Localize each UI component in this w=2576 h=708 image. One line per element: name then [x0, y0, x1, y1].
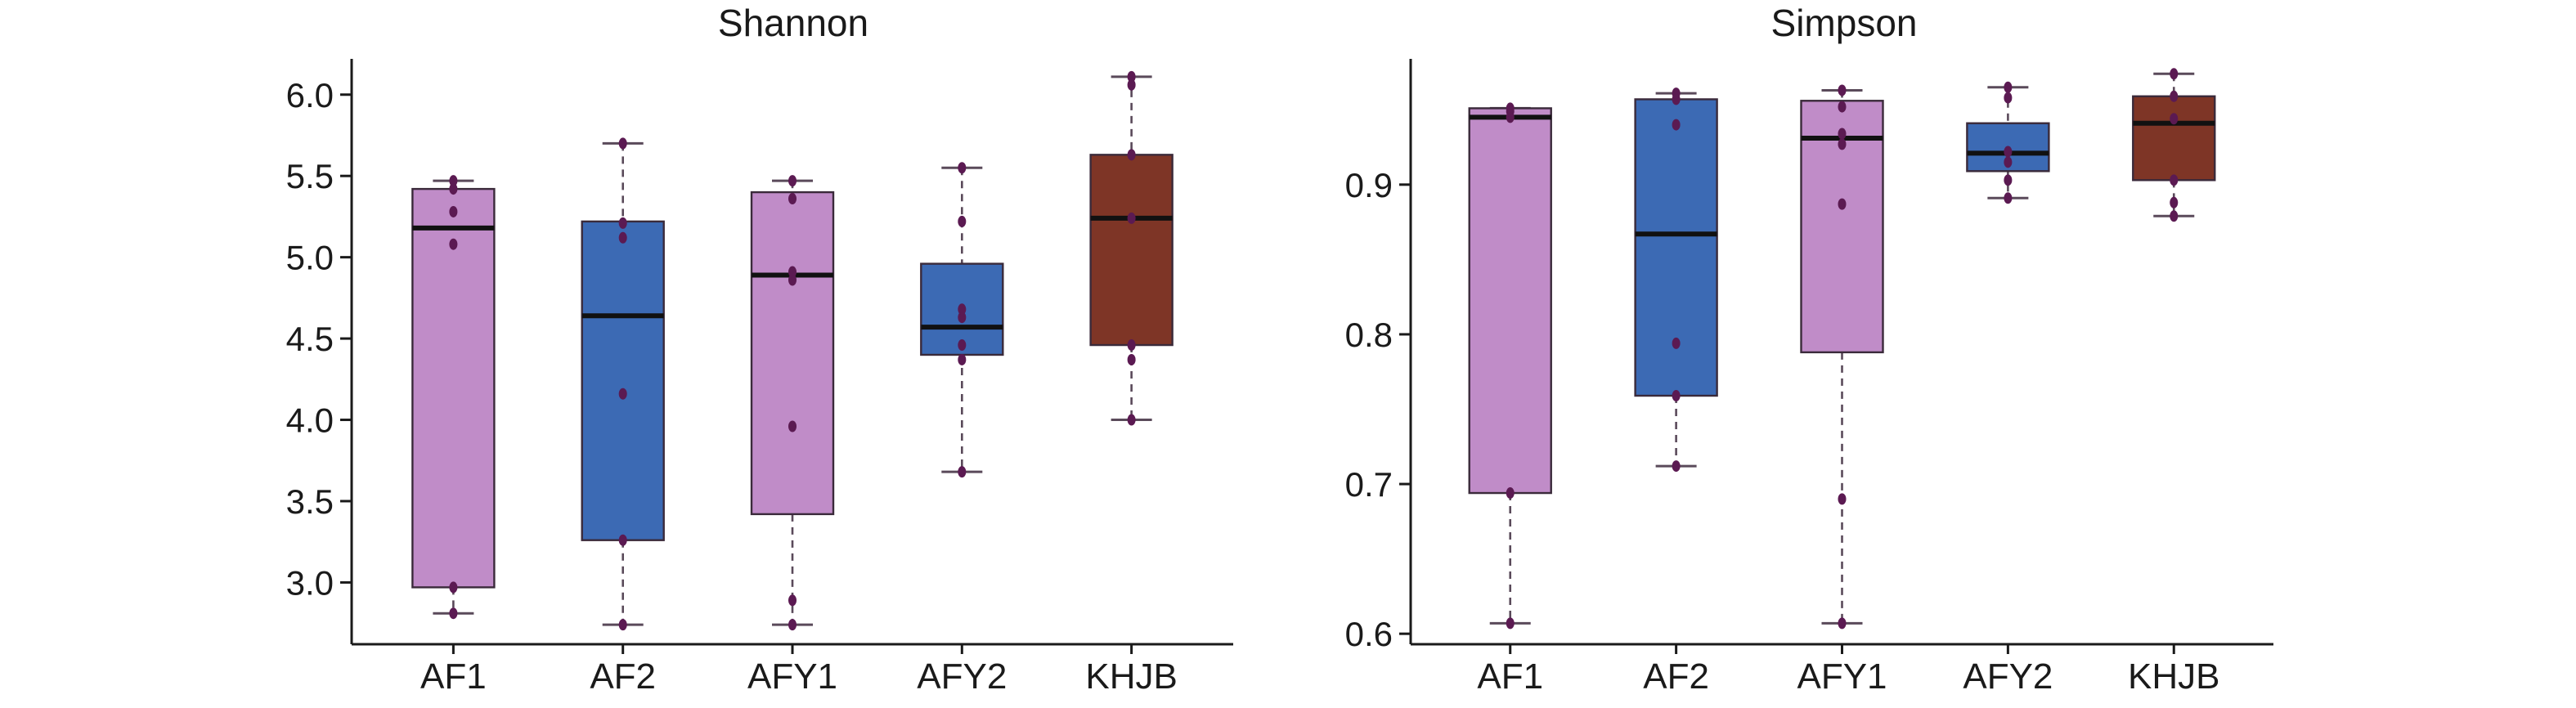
- shannon-khjb-point: [1127, 70, 1136, 83]
- simpson-khjb-point: [2170, 113, 2179, 125]
- shannon-afy1-point: [788, 594, 797, 607]
- shannon-af1-point: [449, 238, 458, 250]
- simpson-afy1-point: [1838, 84, 1847, 96]
- shannon-af2-box: [581, 220, 665, 541]
- shannon-khjb-point: [1127, 212, 1136, 224]
- simpson-afy1-point: [1838, 198, 1847, 210]
- shannon-afy1-point: [788, 193, 797, 205]
- shannon-y-tick-label: 3.0: [286, 563, 334, 602]
- simpson-afy2-point: [2004, 192, 2013, 204]
- simpson-afy2-point: [2004, 92, 2013, 104]
- shannon-panel: Shannon 3.0 3.5 4.0 4.5 5.0 5.5 6.0 AF1 AF2 AFY1 A…: [286, 2, 1233, 697]
- shannon-afy1-point: [788, 266, 797, 278]
- shannon-afy1-point: [788, 619, 797, 631]
- shannon-afy2-point: [958, 215, 967, 227]
- simpson-khjb-point: [2170, 174, 2179, 186]
- simpson-af2-point: [1672, 460, 1681, 473]
- simpson-afy1-point: [1838, 617, 1847, 630]
- shannon-y-tick-label: 4.5: [286, 320, 334, 358]
- shannon-af1-point: [449, 581, 458, 594]
- shannon-afy1-point: [788, 274, 797, 286]
- simpson-af2-point: [1672, 390, 1681, 402]
- shannon-afy1-point: [788, 420, 797, 432]
- shannon-x-tick-label: KHJB: [1085, 656, 1177, 697]
- simpson-chart-title: Simpson: [1771, 2, 1918, 44]
- shannon-x-tick-label: AFY1: [747, 656, 837, 697]
- shannon-x-tick-label: AF1: [420, 656, 487, 697]
- simpson-y-tick-label: 0.8: [1345, 316, 1393, 354]
- shannon-khjb-point: [1127, 339, 1136, 352]
- simpson-x-tick-label: AF1: [1477, 656, 1543, 697]
- simpson-y-tick-label: 0.7: [1345, 465, 1393, 504]
- shannon-af2-point: [618, 231, 627, 244]
- shannon-y-tick-label: 5.0: [286, 239, 334, 277]
- simpson-x-tick-label: AF2: [1643, 656, 1709, 697]
- simpson-af1-point: [1506, 487, 1515, 500]
- shannon-y-tick-label: 4.0: [286, 401, 334, 440]
- simpson-y-tick-label: 0.6: [1345, 615, 1393, 653]
- shannon-afy1-box: [750, 190, 835, 516]
- shannon-x-tick-label: AFY2: [917, 656, 1007, 697]
- simpson-x-tick-label: KHJB: [2128, 656, 2219, 697]
- simpson-af1-box: [1468, 107, 1552, 495]
- shannon-afy2-point: [958, 466, 967, 478]
- simpson-x-tick-label: AFY2: [1963, 656, 2053, 697]
- shannon-af2-point: [618, 388, 627, 400]
- simpson-afy1-point: [1838, 493, 1847, 505]
- simpson-af2-point: [1672, 337, 1681, 349]
- simpson-khjb-point: [2170, 210, 2179, 222]
- shannon-afy2-point: [958, 162, 967, 174]
- shannon-khjb-box: [1089, 154, 1174, 347]
- shannon-y-tick-label: 3.5: [286, 482, 334, 521]
- shannon-khjb-point: [1127, 149, 1136, 161]
- simpson-af2-box: [1634, 98, 1718, 397]
- simpson-panel: Simpson 0.6 0.7 0.8 0.9 AF1 AF2 AFY1 AFY2 KHJB: [1345, 2, 2273, 697]
- simpson-af1-point: [1506, 617, 1515, 630]
- simpson-af2-point: [1672, 119, 1681, 131]
- simpson-af1-point: [1506, 102, 1515, 114]
- simpson-khjb-point: [2170, 68, 2179, 80]
- simpson-afy2-point: [2004, 146, 2013, 158]
- shannon-af2-point: [618, 217, 627, 229]
- shannon-y-tick-label: 5.5: [286, 157, 334, 195]
- simpson-y-tick-label: 0.9: [1345, 166, 1393, 204]
- simpson-khjb-point: [2170, 90, 2179, 102]
- shannon-af1-point: [449, 175, 458, 187]
- simpson-afy1-point: [1838, 101, 1847, 113]
- shannon-af2-point: [618, 534, 627, 546]
- shannon-khjb-point: [1127, 414, 1136, 426]
- shannon-af2-point: [618, 619, 627, 631]
- shannon-afy2-point: [958, 311, 967, 324]
- shannon-af1-point: [449, 205, 458, 217]
- shannon-af2-point: [618, 137, 627, 150]
- simpson-khjb-point: [2170, 196, 2179, 208]
- shannon-khjb-point: [1127, 78, 1136, 91]
- shannon-khjb-point: [1127, 353, 1136, 365]
- simpson-afy1-point: [1838, 138, 1847, 150]
- shannon-afy1-point: [788, 175, 797, 187]
- shannon-afy2-point: [958, 339, 967, 352]
- simpson-af2-point: [1672, 87, 1681, 100]
- shannon-afy2-point: [958, 353, 967, 365]
- shannon-af1-point: [449, 607, 458, 620]
- simpson-afy2-point: [2004, 174, 2013, 186]
- simpson-x-tick-label: AFY1: [1797, 656, 1887, 697]
- shannon-chart-title: Shannon: [718, 2, 868, 44]
- simpson-afy2-point: [2004, 156, 2013, 168]
- shannon-afy2-point: [958, 303, 967, 316]
- simpson-khjb-box: [2132, 95, 2216, 181]
- shannon-y-tick-label: 6.0: [286, 76, 334, 114]
- shannon-af1-point: [449, 183, 458, 195]
- shannon-x-tick-label: AF2: [590, 656, 656, 697]
- simpson-afy2-point: [2004, 81, 2013, 93]
- simpson-afy1-point: [1838, 128, 1847, 140]
